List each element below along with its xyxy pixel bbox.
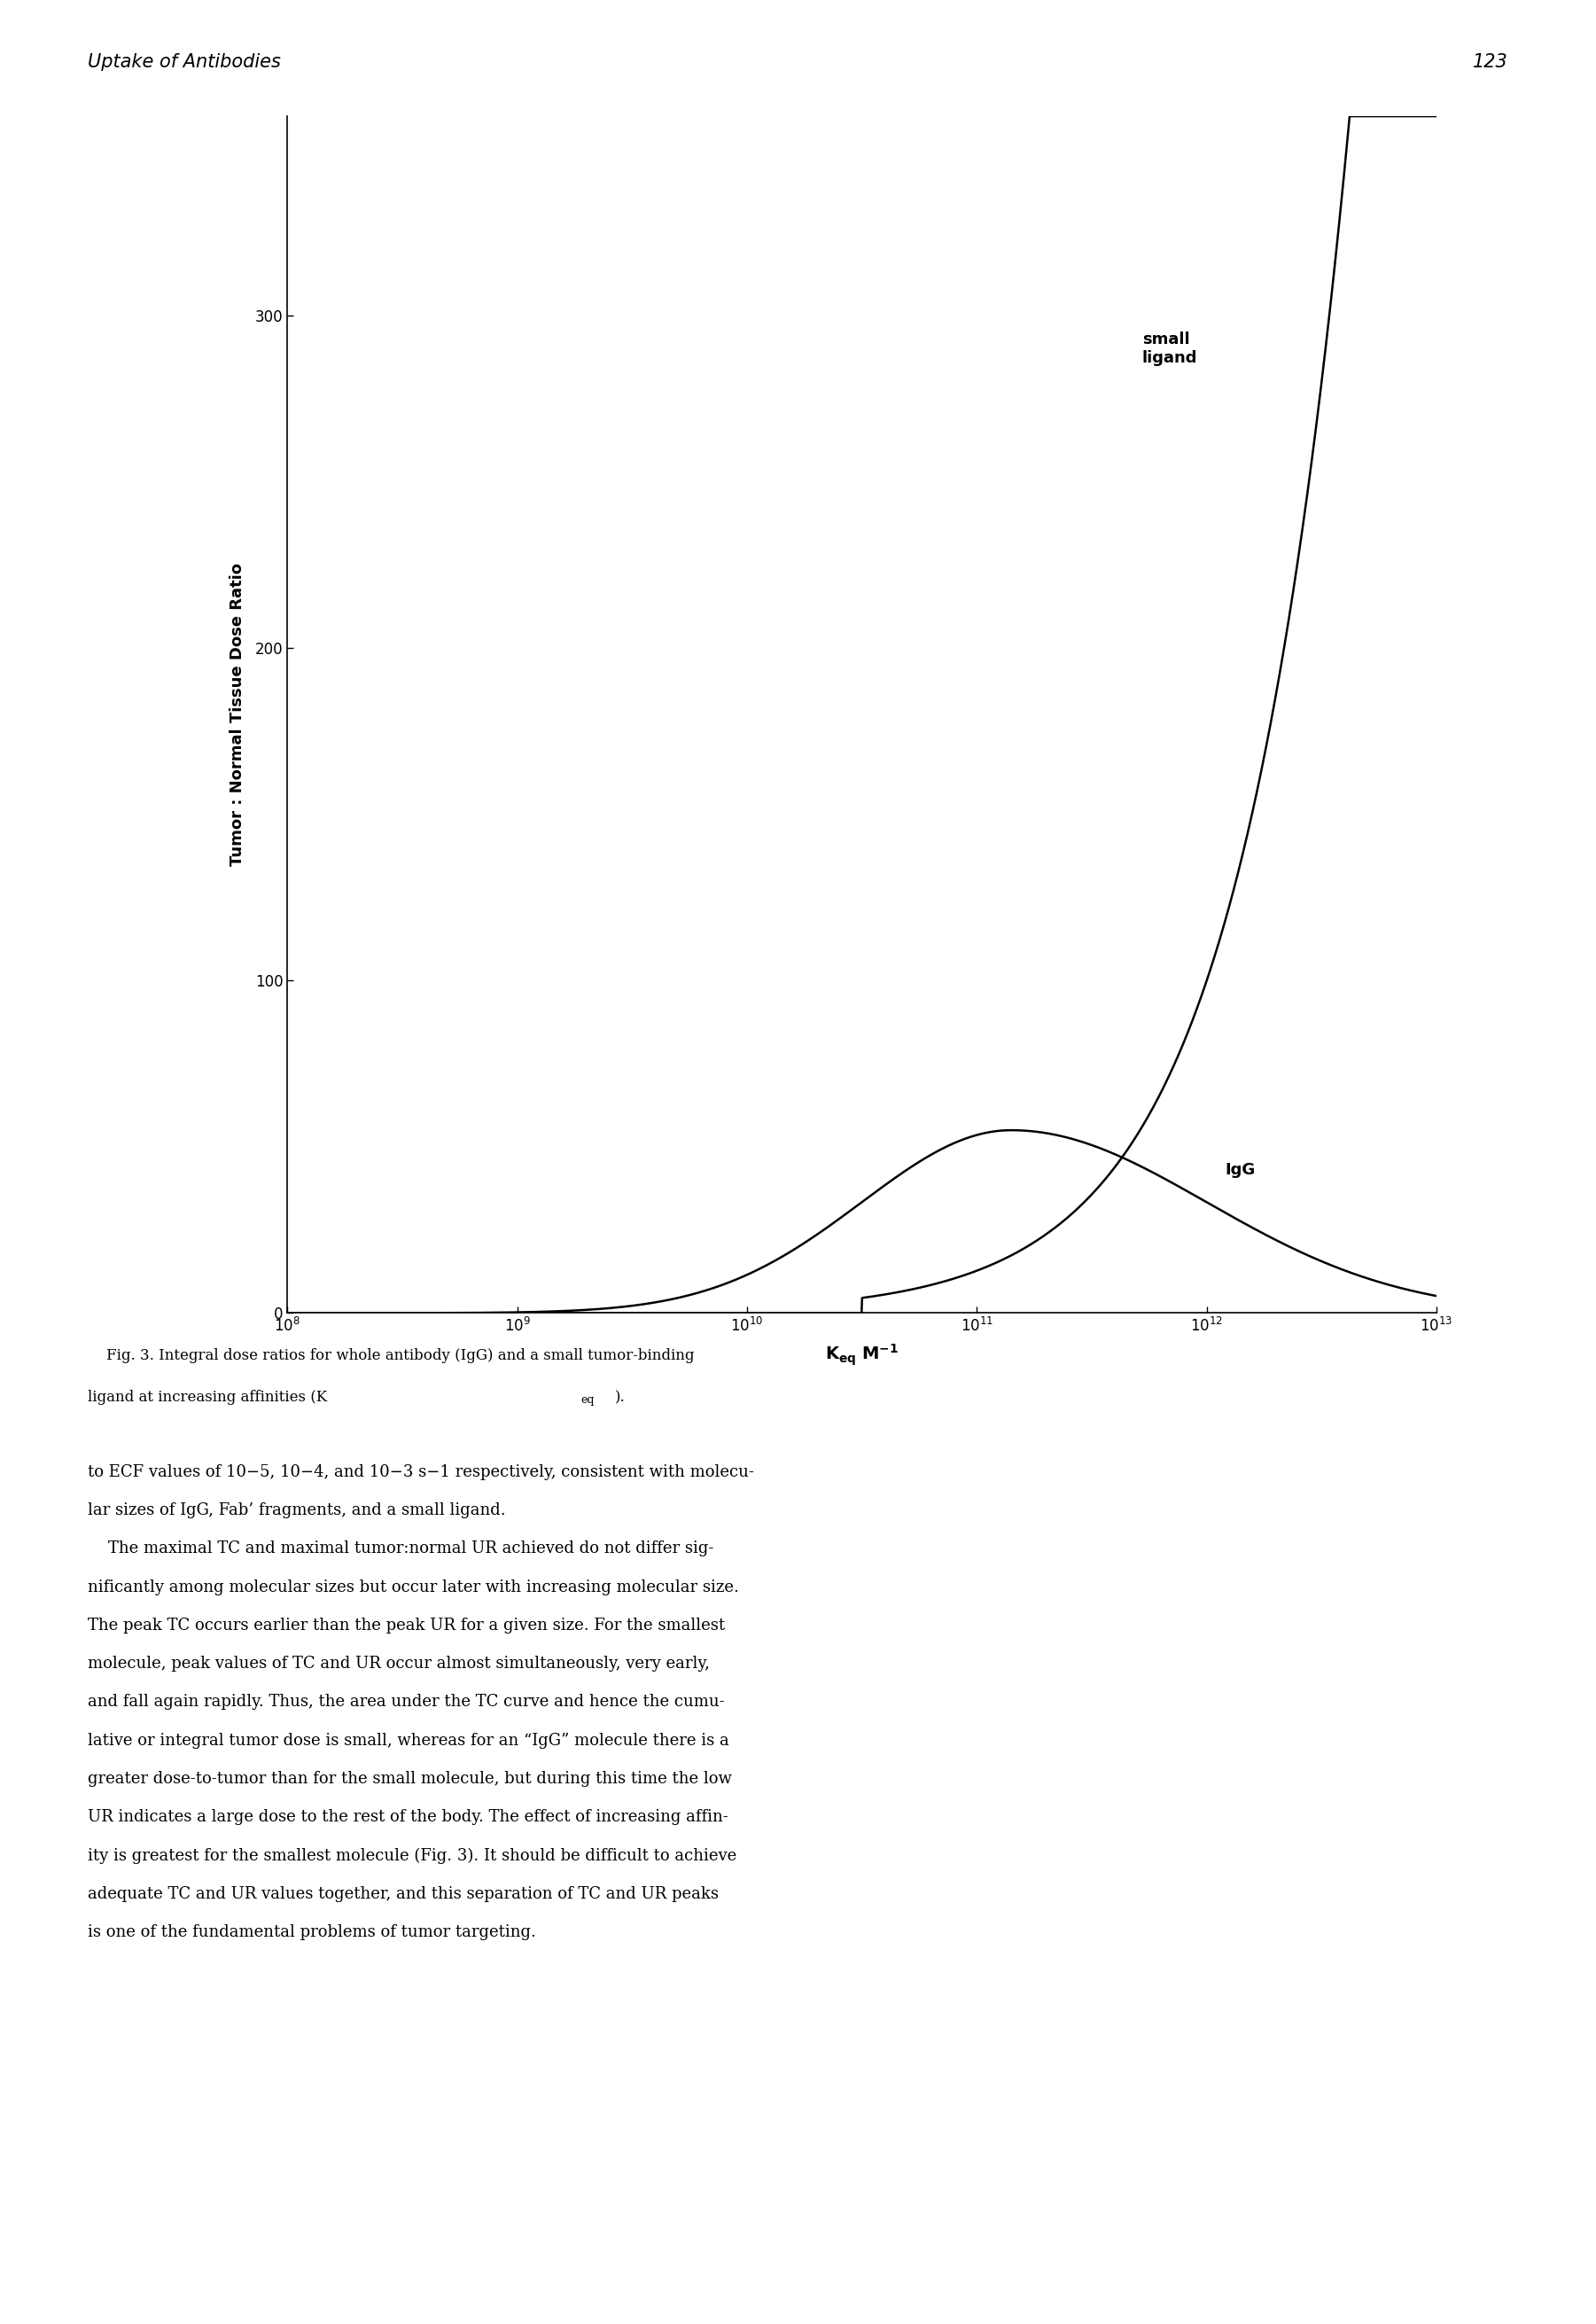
Text: ).: ).	[614, 1390, 626, 1404]
Text: molecule, peak values of TC and UR occur almost simultaneously, very early,: molecule, peak values of TC and UR occur…	[88, 1655, 710, 1671]
Y-axis label: Tumor : Normal Tissue Dose Ratio: Tumor : Normal Tissue Dose Ratio	[230, 562, 246, 867]
Text: lative or integral tumor dose is small, whereas for an “IgG” molecule there is a: lative or integral tumor dose is small, …	[88, 1734, 729, 1748]
Text: IgG: IgG	[1226, 1162, 1256, 1178]
Text: greater dose-to-tumor than for the small molecule, but during this time the low: greater dose-to-tumor than for the small…	[88, 1771, 733, 1787]
Text: lar sizes of IgG, Fab’ fragments, and a small ligand.: lar sizes of IgG, Fab’ fragments, and a …	[88, 1504, 506, 1518]
Text: Fig. 3. Integral dose ratios for whole antibody (IgG) and a small tumor-binding: Fig. 3. Integral dose ratios for whole a…	[88, 1348, 694, 1362]
Text: eq: eq	[581, 1394, 595, 1406]
Text: The maximal TC and maximal tumor:normal UR achieved do not differ sig-: The maximal TC and maximal tumor:normal …	[88, 1541, 713, 1557]
Text: and fall again rapidly. Thus, the area under the TC curve and hence the cumu-: and fall again rapidly. Thus, the area u…	[88, 1694, 725, 1710]
Text: UR indicates a large dose to the rest of the body. The effect of increasing affi: UR indicates a large dose to the rest of…	[88, 1808, 728, 1824]
Text: nificantly among molecular sizes but occur later with increasing molecular size.: nificantly among molecular sizes but occ…	[88, 1580, 739, 1594]
Text: to ECF values of 10−5, 10−4, and 10−3 s−1 respectively, consistent with molecu-: to ECF values of 10−5, 10−4, and 10−3 s−…	[88, 1464, 753, 1480]
Text: 123: 123	[1473, 53, 1508, 72]
Text: The peak TC occurs earlier than the peak UR for a given size. For the smallest: The peak TC occurs earlier than the peak…	[88, 1618, 725, 1634]
Text: adequate TC and UR values together, and this separation of TC and UR peaks: adequate TC and UR values together, and …	[88, 1887, 718, 1901]
Text: ligand at increasing affinities (K: ligand at increasing affinities (K	[88, 1390, 327, 1404]
Text: Uptake of Antibodies: Uptake of Antibodies	[88, 53, 281, 72]
X-axis label: $\bf{K_{eq}\ M^{-1}}$: $\bf{K_{eq}\ M^{-1}}$	[825, 1343, 899, 1369]
Text: is one of the fundamental problems of tumor targeting.: is one of the fundamental problems of tu…	[88, 1924, 536, 1941]
Text: small
ligand: small ligand	[1143, 332, 1197, 367]
Text: ity is greatest for the smallest molecule (Fig. 3). It should be difficult to ac: ity is greatest for the smallest molecul…	[88, 1848, 737, 1864]
